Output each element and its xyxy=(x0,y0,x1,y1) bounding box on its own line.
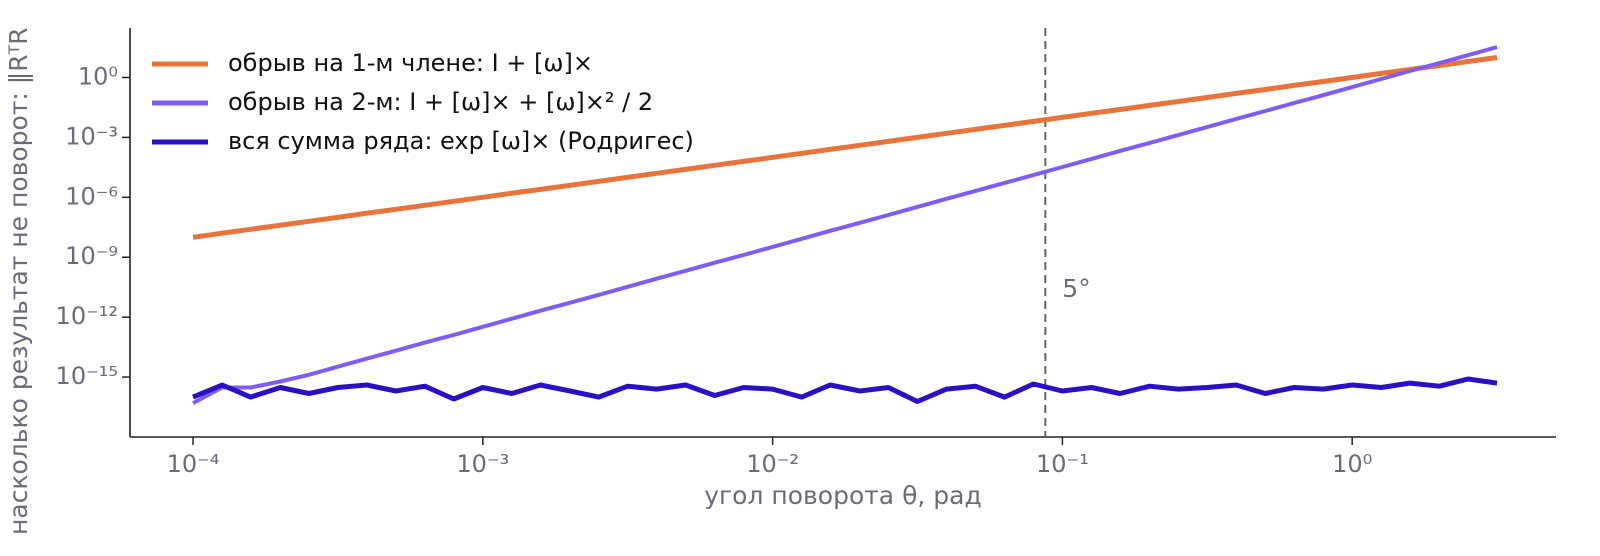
x-tick-label: 10⁻¹ xyxy=(1036,450,1089,478)
y-tick-label: 10⁰ xyxy=(78,62,118,90)
x-axis-label: угол поворота θ, рад xyxy=(704,481,981,510)
legend-label: обрыв на 1-м члене: I + [ω]× xyxy=(228,49,593,77)
annotation: 5° xyxy=(1062,274,1090,303)
y-tick-label: 10⁻¹⁵ xyxy=(56,362,118,390)
x-tick-label: 10⁻³ xyxy=(456,450,509,478)
y-axis-label: насколько результат не поворот: ‖RᵀR xyxy=(4,27,33,535)
x-tick-label: 10⁻² xyxy=(746,450,799,478)
y-tick-label: 10⁻³ xyxy=(65,122,118,150)
legend-label: вся сумма ряда: exp [ω]× (Родригес) xyxy=(228,127,694,155)
series-line xyxy=(192,45,1498,405)
y-tick-label: 10⁻⁹ xyxy=(65,242,118,270)
series-line xyxy=(192,376,1498,404)
legend-label: обрыв на 2-м: I + [ω]× + [ω]×² / 2 xyxy=(228,88,653,116)
y-tick-label: 10⁻¹² xyxy=(56,302,118,330)
x-tick-label: 10⁰ xyxy=(1332,450,1372,478)
x-tick-label: 10⁻⁴ xyxy=(167,450,220,478)
series-line xyxy=(192,55,1498,240)
y-tick-label: 10⁻⁶ xyxy=(65,182,118,210)
